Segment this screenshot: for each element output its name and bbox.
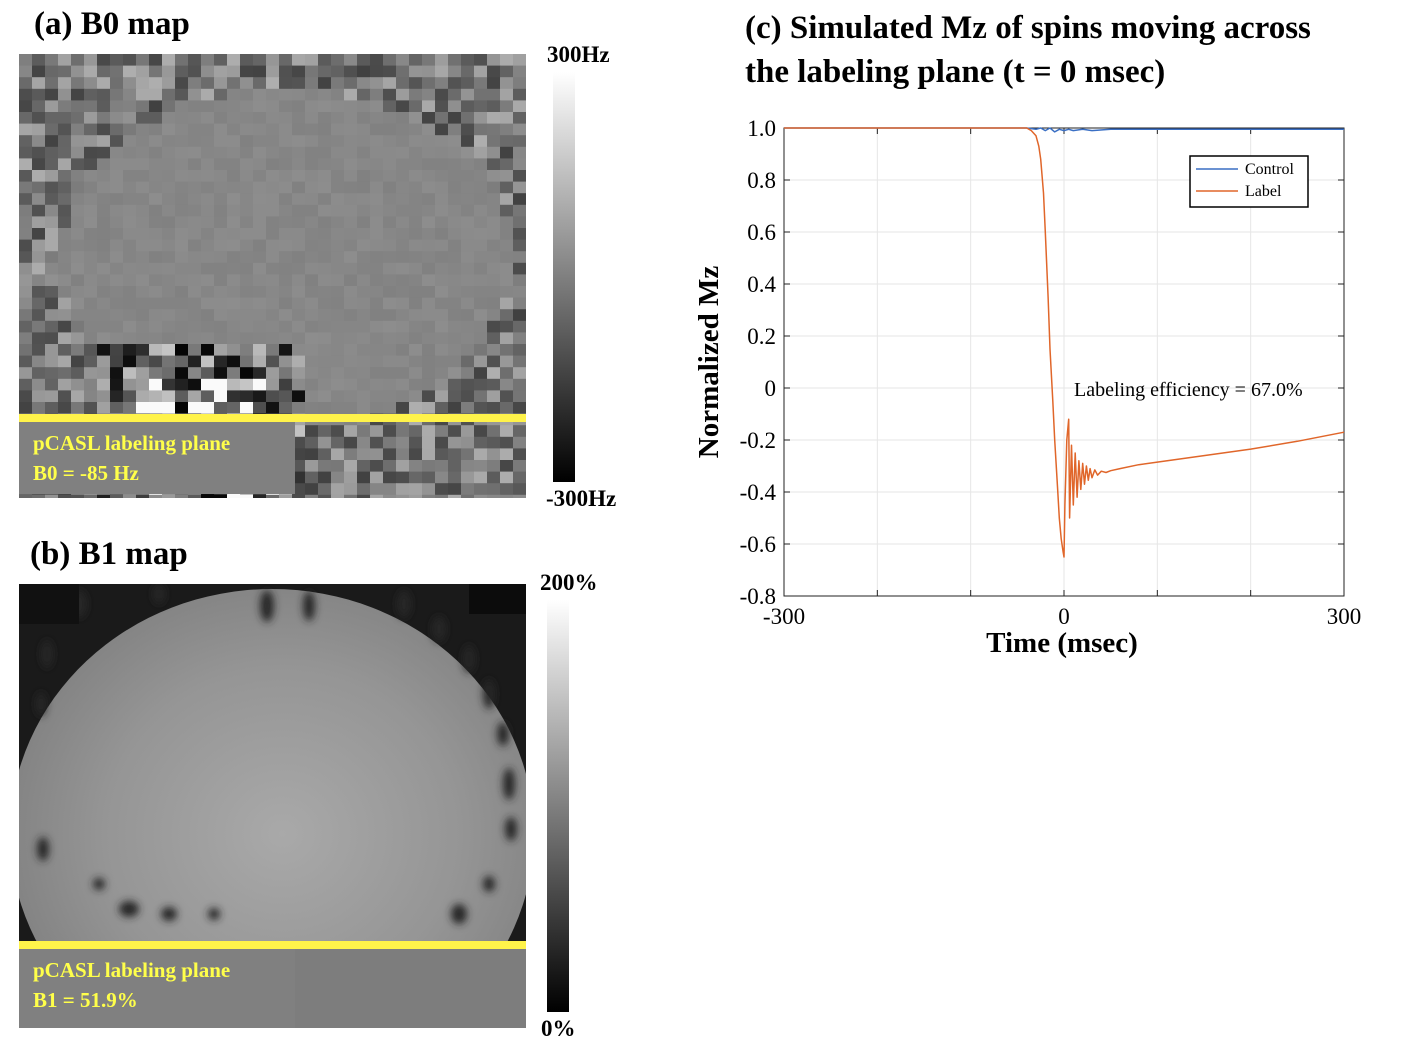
b0-map-image: pCASL labeling plane B0 = -85 Hz (19, 54, 526, 498)
y-tick-label: 0 (765, 376, 777, 401)
y-tick-label: 0.2 (747, 324, 776, 349)
chart-title-line-1: (c) Simulated Mz of spins moving across (745, 10, 1311, 46)
panel-b-title: (b) B1 map (30, 536, 188, 572)
labeling-plane-box: pCASL labeling plane B0 = -85 Hz (19, 422, 295, 494)
labeling-plane-box: pCASL labeling plane B1 = 51.9% (19, 949, 295, 1028)
b1-map-image: pCASL labeling plane B1 = 51.9% (19, 584, 526, 1028)
labeling-plane-line (19, 941, 526, 949)
y-tick-label: -0.6 (740, 532, 776, 557)
b0-map-pixels (19, 54, 526, 498)
y-tick-label: 0.6 (747, 220, 776, 245)
y-tick-label: 0.4 (747, 272, 776, 297)
b0-colorbar-max-label: 300Hz (547, 42, 610, 67)
x-tick-label: 300 (1327, 604, 1362, 629)
x-axis-label: Time (msec) (986, 627, 1138, 659)
y-tick-label: 1.0 (747, 116, 776, 141)
labeling-efficiency-annotation: Labeling efficiency = 67.0% (1074, 379, 1303, 401)
x-tick-label: 0 (1058, 604, 1070, 629)
plane-value: B1 = 51.9% (33, 988, 138, 1012)
b1-colorbar-max-label: 200% (540, 570, 598, 595)
b0-colorbar-min-label: -300Hz (546, 486, 617, 511)
b1-colorbar (547, 600, 569, 1012)
legend: Control Label (1189, 155, 1309, 208)
y-axis-label: Normalized Mz (693, 266, 725, 459)
y-tick-label: -0.8 (740, 584, 776, 609)
legend-box (1189, 155, 1309, 208)
plane-value: B0 = -85 Hz (33, 461, 139, 485)
legend-label-label: Label (1245, 183, 1282, 200)
y-tick-label: -0.2 (740, 428, 776, 453)
labeling-plane-line (19, 414, 526, 422)
mz-chart: (c) Simulated Mz of spins moving across … (693, 10, 1362, 659)
b0-colorbar (553, 72, 575, 482)
legend-control-label: Control (1245, 161, 1294, 178)
b1-colorbar-min-label: 0% (541, 1016, 576, 1041)
plane-label: pCASL labeling plane (33, 958, 231, 982)
label-series-line (784, 127, 1345, 558)
axis-ticks: 1.0 0.8 0.6 0.4 0.2 0 -0.2 -0.4 -0.6 -0.8-300 0 300 (740, 116, 1362, 629)
y-tick-label: 0.8 (747, 168, 776, 193)
panel-a-title: (a) B0 map (34, 6, 190, 42)
series-lines (784, 127, 1345, 558)
chart-title-line-2: the labeling plane (t = 0 msec) (745, 54, 1165, 90)
x-tick-label: -300 (763, 604, 805, 629)
y-tick-label: -0.4 (740, 480, 777, 505)
plane-label: pCASL labeling plane (33, 431, 231, 455)
